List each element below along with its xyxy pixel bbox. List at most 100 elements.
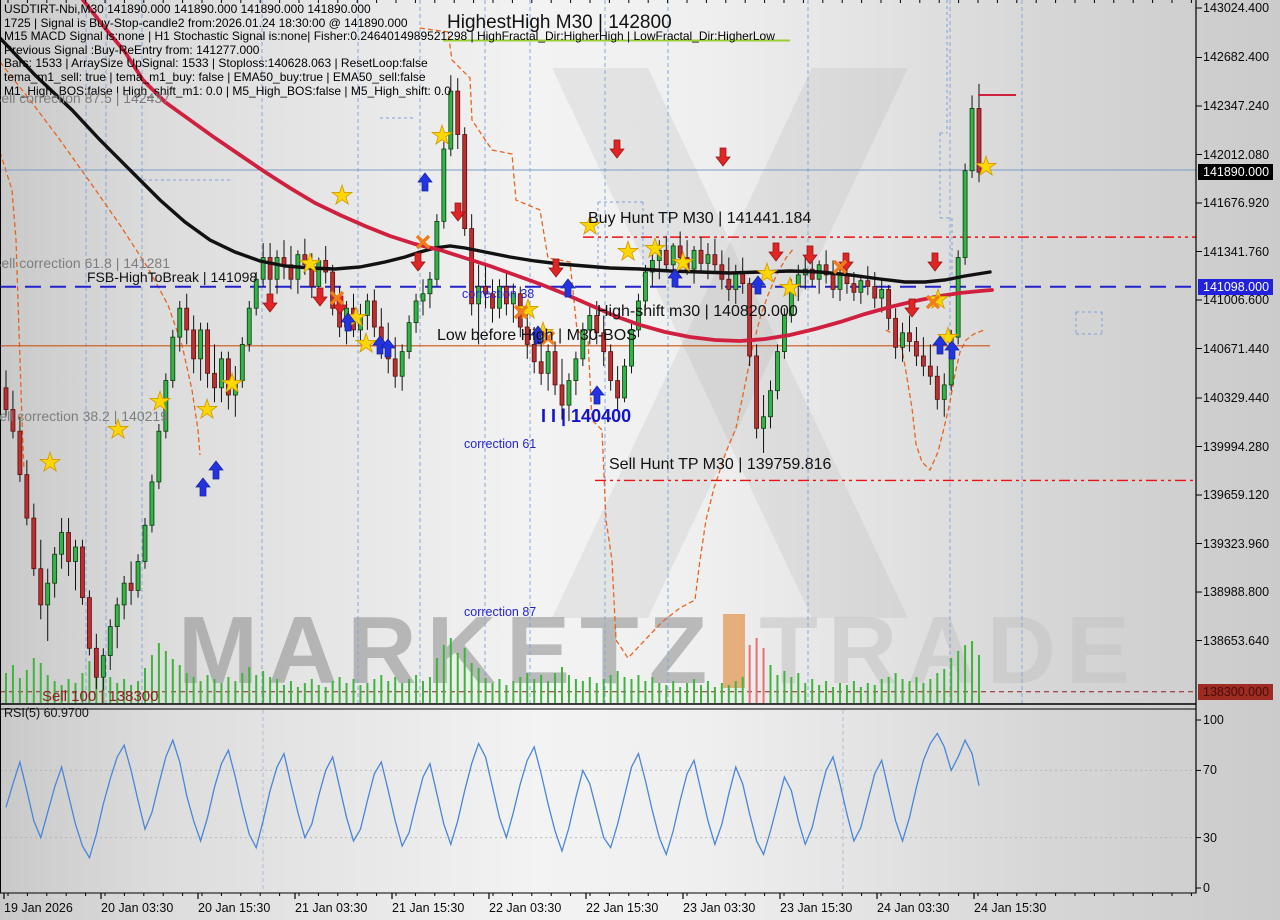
main-chart-region[interactable] [0, 0, 1196, 705]
candle-body [246, 307, 252, 345]
star-signal-icon: ★ [643, 233, 666, 263]
buy-arrow-icon [944, 340, 960, 360]
price-marker-label: 141890.000 [1198, 164, 1274, 181]
candle-body [649, 260, 655, 273]
star-signal-icon: ★ [148, 386, 171, 416]
sell-arrow-icon [715, 147, 731, 167]
sell-arrow-icon [768, 242, 784, 262]
high-shift-label: High-shift m30 | 140820.000 [597, 303, 798, 320]
candle-body [24, 474, 30, 519]
time-tick-label: 22 Jan 03:30 [489, 901, 562, 915]
candle-body [364, 300, 370, 316]
candle-body [274, 257, 280, 280]
candle-body [601, 332, 607, 353]
candle-body [107, 626, 113, 656]
star-signal-icon: ★ [220, 368, 243, 398]
candle-body [962, 170, 968, 258]
candle-body [212, 372, 217, 389]
candle-body [483, 286, 488, 295]
envelope-curve [0, 61, 201, 456]
candle-body [135, 561, 141, 591]
candle-body [177, 307, 183, 338]
candle-body [59, 532, 64, 555]
candle-body [309, 264, 315, 287]
candle-body [38, 568, 44, 606]
star-signal-icon: ★ [616, 236, 639, 266]
info-line-bars: Bars: 1533 | ArraySize UpSignal: 1533 | … [4, 56, 428, 71]
candle-body [538, 361, 544, 374]
candle-body [302, 254, 308, 266]
buy-arrow-icon [589, 385, 605, 405]
ma-crimson-line [81, 0, 994, 343]
candle-body [941, 384, 947, 400]
ii-140400-label: I I | 140400 [541, 406, 632, 426]
star-signal-icon: ★ [974, 151, 997, 181]
candle-body [469, 228, 475, 305]
candle-body [87, 597, 92, 649]
candle-body [768, 390, 773, 418]
price-tick-label: 142682.400 [1203, 50, 1270, 65]
candle-body [809, 268, 815, 280]
candle-body [170, 336, 176, 381]
time-tick-label: 23 Jan 15:30 [780, 901, 853, 915]
candle-body [503, 286, 509, 305]
price-tick-label: 138988.800 [1203, 585, 1270, 600]
candle-body [580, 329, 586, 360]
buy-arrow-icon [750, 275, 766, 295]
candle-body [552, 351, 558, 386]
time-tick-label: 22 Jan 15:30 [586, 901, 659, 915]
candle-body [128, 582, 134, 591]
price-tick-label: 142012.080 [1203, 147, 1270, 162]
rsi-pane-region[interactable] [0, 710, 1196, 893]
candle-body [253, 278, 259, 309]
candle-body [893, 317, 898, 348]
info-line-symbol-ohlc: USDTIRT-Nbi,M30 141890.000 141890.000 14… [4, 2, 371, 16]
exit-cross-icon [540, 330, 556, 346]
candle-body [10, 409, 16, 432]
info-line-signal: 1725 | Signal is Buy-Stop-candle2 from:2… [4, 15, 408, 30]
candle-body [413, 300, 419, 324]
star-signal-icon: ★ [778, 272, 801, 302]
candle-body [879, 288, 885, 299]
exit-cross-icon [415, 234, 431, 250]
candle-body [921, 355, 926, 367]
rsi-tick-label: 100 [1203, 713, 1224, 727]
fsb-high-to-break-label: FSB-HighToBreak | 141098 [87, 269, 258, 285]
price-tick-label: 141676.920 [1203, 196, 1270, 210]
candle-body [684, 257, 690, 270]
price-tick-label: 141006.600 [1203, 293, 1270, 307]
sell-arrow-icon [927, 252, 943, 272]
candle-body [698, 249, 704, 264]
candle-body [232, 380, 238, 396]
time-tick-label: 24 Jan 03:30 [877, 901, 950, 915]
candle-body [788, 286, 794, 316]
sell-correction-618-label: Sell correction 61.8 | 141281 [0, 255, 170, 271]
candle-body [608, 351, 614, 381]
candle-body [17, 430, 23, 476]
exit-cross-icon [832, 259, 848, 275]
candle-body [114, 604, 120, 627]
candle-body [142, 524, 148, 562]
candle-body [462, 134, 468, 230]
candle-body [510, 293, 516, 305]
sell-arrow-icon [609, 139, 625, 159]
candle-body [184, 307, 190, 331]
candle-body [559, 384, 565, 406]
rsi-tick-label: 0 [1203, 881, 1210, 895]
candle-body [775, 351, 780, 392]
candle-body [531, 343, 537, 363]
star-signal-icon: ★ [354, 328, 377, 358]
candle-body [747, 283, 753, 357]
price-tick-label: 139994.280 [1203, 439, 1270, 454]
candle-body [31, 517, 37, 570]
candle-body [761, 416, 766, 429]
candle-body [976, 108, 982, 173]
rsi-indicator-label: RSI(5) 60.9700 [4, 706, 89, 720]
sell-arrow-icon [410, 252, 426, 272]
candle-body [358, 315, 363, 331]
candle-body [656, 249, 662, 261]
price-tick-label: 139323.960 [1203, 536, 1270, 551]
star-signal-icon: ★ [330, 180, 353, 210]
highest-high-label: HighestHigh M30 | 142800 [447, 12, 672, 33]
